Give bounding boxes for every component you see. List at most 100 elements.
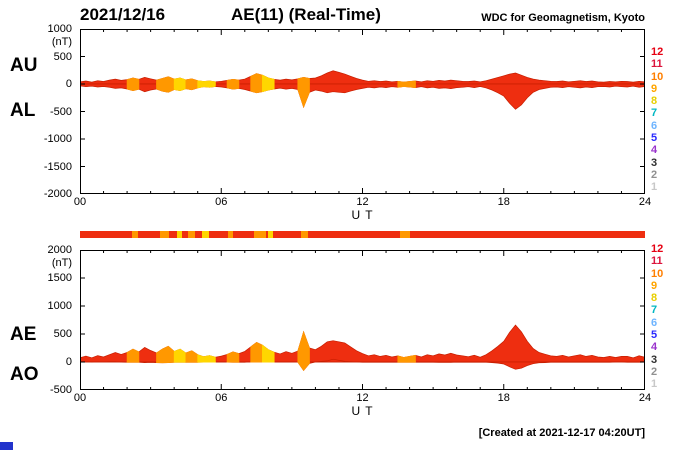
availability-bar-segment <box>176 231 183 238</box>
created-at-label: [Created at 2021-12-17 04:20UT] <box>478 427 645 439</box>
availability-bar-segment <box>160 231 170 238</box>
station-count-7: 7 <box>651 107 658 120</box>
corner-mark <box>0 442 13 450</box>
au-trace-segment <box>126 77 140 85</box>
au-axis-label: AU <box>10 55 38 76</box>
x-tick-label: 18 <box>497 196 510 208</box>
plot-date: 2021/12/16 <box>80 5 166 24</box>
x-tick-label: 12 <box>356 392 369 404</box>
station-count-3: 3 <box>651 353 658 366</box>
station-count-11: 11 <box>651 58 663 71</box>
al-trace-segment <box>185 83 199 91</box>
station-count-12: 12 <box>651 243 664 255</box>
station-availability-bar <box>80 231 645 238</box>
ae-trace-segment <box>156 345 175 363</box>
al-trace-segment <box>156 83 175 93</box>
ao-axis-label: AO <box>10 364 39 385</box>
top-y-axis-labels: 1000 500 0 -500 -1000 -1500 -2000 (nT) <box>34 23 76 200</box>
ae-trace-segment <box>126 348 140 363</box>
bottom-ut-label: U T <box>351 404 374 418</box>
station-count-2: 2 <box>651 168 658 181</box>
availability-bar-segment <box>400 231 410 238</box>
au-trace-segment <box>226 78 240 85</box>
au-al-plot <box>80 29 645 194</box>
station-count-9: 9 <box>651 279 658 292</box>
y-tick-label: -500 <box>49 105 72 118</box>
y-tick-label: 1500 <box>47 272 72 284</box>
station-count-10: 10 <box>651 70 664 83</box>
al-trace-segment <box>397 83 416 88</box>
y-tick-label: 1000 <box>47 300 72 312</box>
x-tick-label: 12 <box>356 196 369 208</box>
au-trace-segment <box>197 80 216 85</box>
ao-trace-segment <box>156 361 175 364</box>
y-tick-label: -500 <box>49 384 72 396</box>
station-count-8: 8 <box>651 95 658 108</box>
al-trace-segment <box>173 83 187 91</box>
x-tick-label: 18 <box>497 392 510 404</box>
bottom-y-axis-labels: 2000 1500 1000 500 0 -500 (nT) <box>34 244 76 396</box>
ae-trace-segment <box>262 344 275 363</box>
y-tick-label: 1000 <box>47 23 72 35</box>
al-trace-segment <box>126 83 140 91</box>
ao-trace-segment <box>297 361 310 371</box>
y-tick-label: -1000 <box>43 133 72 145</box>
x-tick-label: 24 <box>638 392 652 404</box>
ao-trace-segment <box>262 361 275 363</box>
au-trace-segment <box>297 77 310 85</box>
y-tick-label: 500 <box>53 328 72 340</box>
availability-bar-segment <box>268 231 274 238</box>
station-count-8: 8 <box>651 292 658 305</box>
top-station-count-legend: 12 11 10 9 8 7 6 5 4 3 2 1 <box>651 46 669 194</box>
availability-bar-segment <box>301 231 309 238</box>
availability-bar-segment <box>202 231 210 238</box>
station-count-7: 7 <box>651 304 658 317</box>
x-tick-label: 24 <box>638 196 652 208</box>
station-count-4: 4 <box>651 341 658 354</box>
x-tick-label: 00 <box>73 196 87 208</box>
au-trace-segment <box>156 76 175 85</box>
bottom-station-count-legend: 12 11 10 9 8 7 6 5 4 3 2 1 <box>651 243 669 391</box>
ae-trace-segment <box>397 354 416 363</box>
station-count-6: 6 <box>651 316 658 329</box>
station-count-6: 6 <box>651 119 658 132</box>
al-trace-segment <box>226 83 240 90</box>
au-trace-segment <box>397 80 416 85</box>
y-axis-unit: (nT) <box>51 36 72 48</box>
station-count-5: 5 <box>651 329 658 342</box>
station-count-5: 5 <box>651 132 658 145</box>
ae-trace-segment <box>297 330 310 363</box>
plot-title: AE(11) (Real-Time) <box>231 5 381 24</box>
y-tick-label: 0 <box>65 356 72 368</box>
ae-trace-segment <box>173 348 187 363</box>
availability-bar-segment <box>228 231 234 238</box>
y-tick-label: 500 <box>53 50 72 63</box>
data-source-label: WDC for Geomagnetism, Kyoto <box>481 12 645 24</box>
y-tick-label: -2000 <box>43 188 72 200</box>
station-count-1: 1 <box>651 378 658 391</box>
availability-bar-segment <box>131 231 138 238</box>
station-count-4: 4 <box>651 144 658 157</box>
bottom-x-axis-labels: 00 06 12 18 24 <box>74 392 651 404</box>
al-trace-segment <box>262 83 275 93</box>
station-count-2: 2 <box>651 365 658 378</box>
x-tick-label: 00 <box>73 392 87 404</box>
ae-trace-segment <box>197 354 216 363</box>
y-axis-unit: (nT) <box>51 257 72 269</box>
au-trace-segment <box>173 77 187 85</box>
availability-bar-segment <box>188 231 196 238</box>
top-x-axis-labels: 00 06 12 18 24 <box>74 196 651 208</box>
x-tick-label: 06 <box>215 196 228 208</box>
y-tick-label: 0 <box>65 78 72 90</box>
station-count-9: 9 <box>651 82 658 95</box>
station-count-12: 12 <box>651 46 664 58</box>
ae-trace-segment <box>185 350 199 363</box>
station-count-1: 1 <box>651 181 658 194</box>
availability-bar-segment <box>254 231 266 238</box>
ae-ao-plot <box>80 250 645 390</box>
ae-trace-segment <box>226 351 240 363</box>
ae-axis-label: AE <box>10 324 37 345</box>
al-axis-label: AL <box>10 100 36 121</box>
al-trace-segment <box>297 83 310 109</box>
